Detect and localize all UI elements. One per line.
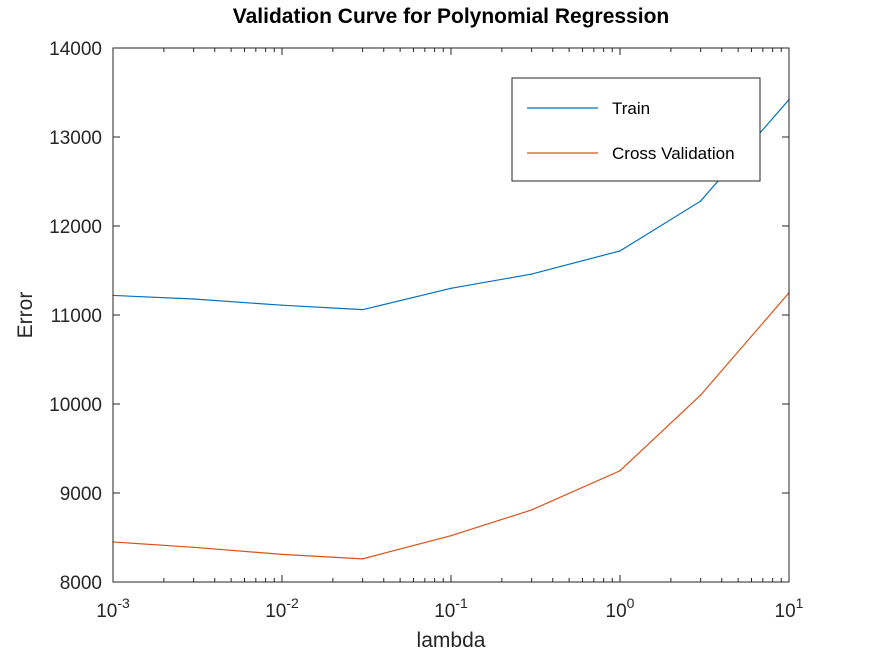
- data-point-0-6: [619, 250, 621, 252]
- x-tick-label: 101: [775, 595, 804, 622]
- data-point-0-7: [699, 200, 702, 202]
- chart-title: Validation Curve for Polynomial Regressi…: [233, 5, 669, 28]
- data-point-1-3: [361, 558, 364, 560]
- data-point-1-5: [530, 509, 533, 511]
- data-point-1-1: [192, 546, 195, 548]
- y-tick-label: 11000: [51, 306, 102, 327]
- data-point-0-5: [530, 273, 533, 275]
- data-point-1-4: [450, 535, 452, 537]
- x-tick-label: 100: [606, 595, 635, 622]
- y-tick-label: 8000: [60, 573, 102, 594]
- data-point-0-4: [450, 287, 452, 289]
- legend-box: [511, 77, 761, 182]
- x-tick-label: 10-2: [265, 595, 299, 622]
- y-tick-label: 10000: [49, 395, 102, 416]
- y-tick-label: 12000: [49, 217, 102, 238]
- legend-label-1: Cross Validation: [612, 144, 735, 163]
- data-point-0-1: [192, 298, 195, 300]
- data-point-1-6: [619, 470, 621, 472]
- data-point-0-3: [361, 308, 364, 311]
- legend: Train Cross Validation: [511, 77, 761, 182]
- y-axis-label: Error: [14, 292, 37, 339]
- x-tick-label: 10-3: [96, 595, 130, 622]
- y-tick-label: 9000: [60, 484, 102, 505]
- data-point-1-2: [281, 553, 283, 556]
- x-axis-label: lambda: [417, 629, 486, 652]
- legend-label-0: Train: [612, 99, 650, 118]
- y-tick-label: 13000: [49, 128, 102, 149]
- tick-layer: 8000 9000 10000 11000 12000 13000 14000 10-3 10-…: [49, 39, 804, 622]
- y-tick-label: 14000: [49, 39, 102, 60]
- x-tick-label: 10-1: [434, 595, 468, 622]
- series-layer: [112, 98, 790, 560]
- data-point-1-7: [699, 394, 702, 396]
- data-point-0-2: [281, 304, 283, 306]
